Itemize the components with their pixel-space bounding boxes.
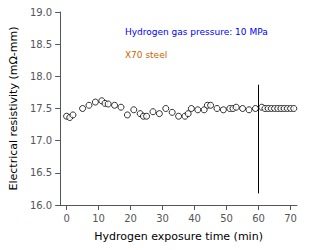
- svg-text:30: 30: [156, 213, 169, 224]
- svg-text:0: 0: [63, 213, 69, 224]
- svg-text:10: 10: [92, 213, 105, 224]
- svg-text:18.5: 18.5: [30, 39, 52, 50]
- svg-text:50: 50: [220, 213, 233, 224]
- svg-text:X70 steel: X70 steel: [125, 50, 167, 60]
- svg-text:16.5: 16.5: [30, 167, 52, 178]
- svg-text:17.0: 17.0: [30, 135, 52, 146]
- svg-text:Hydrogen exposure time (min): Hydrogen exposure time (min): [94, 230, 263, 243]
- svg-text:20: 20: [124, 213, 137, 224]
- svg-text:40: 40: [188, 213, 201, 224]
- svg-text:18.0: 18.0: [30, 71, 52, 82]
- svg-text:Electrical resistivity (mΩ-mm): Electrical resistivity (mΩ-mm): [7, 27, 20, 191]
- svg-text:70: 70: [284, 213, 297, 224]
- svg-text:Hydrogen gas pressure: 10 MPa: Hydrogen gas pressure: 10 MPa: [125, 27, 268, 37]
- svg-text:19.0: 19.0: [30, 7, 52, 18]
- svg-text:17.5: 17.5: [30, 103, 52, 114]
- svg-text:60: 60: [252, 213, 265, 224]
- svg-text:16.0: 16.0: [30, 200, 52, 211]
